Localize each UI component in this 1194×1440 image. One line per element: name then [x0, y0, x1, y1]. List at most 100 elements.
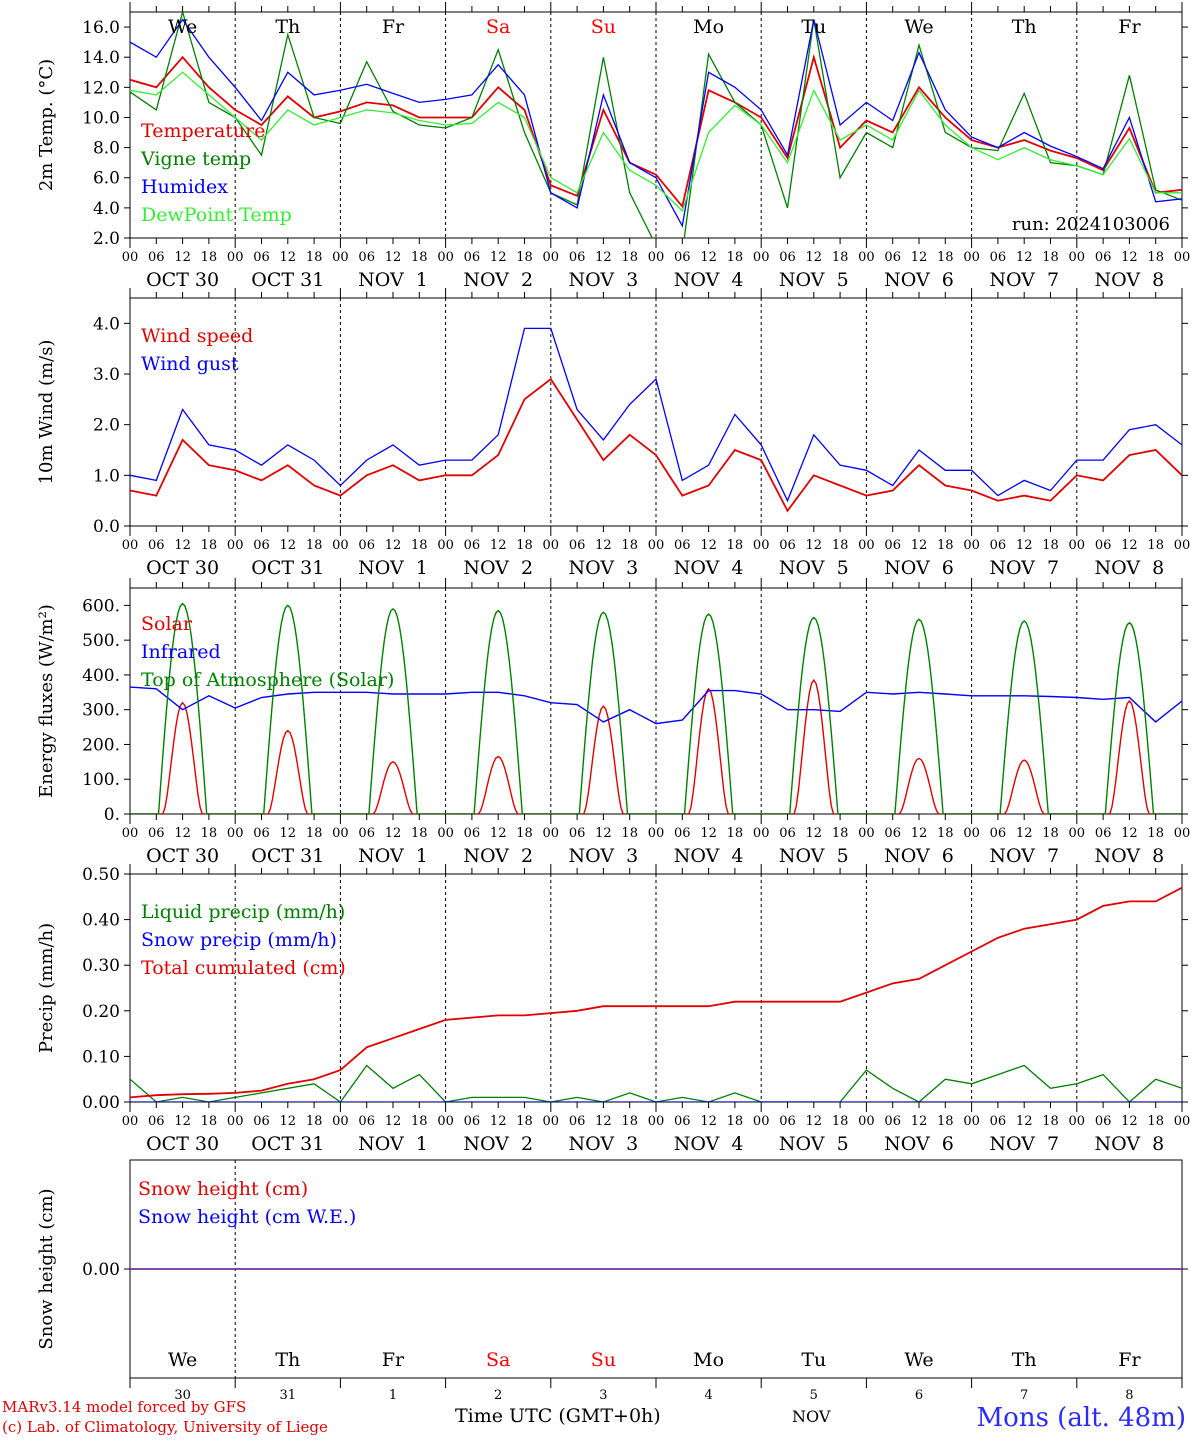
y-axis-label: Energy fluxes (W/m²) — [36, 604, 57, 798]
hour-tick-label: 12 — [490, 250, 507, 265]
hour-tick-label: 06 — [674, 826, 691, 841]
hour-tick-label: 06 — [569, 826, 586, 841]
hour-tick-label: 06 — [990, 826, 1007, 841]
date-label: NOV 1 — [358, 845, 428, 867]
hour-tick-label: 00 — [543, 1114, 560, 1129]
y-tick-label: 0.0 — [93, 517, 120, 537]
date-label: OCT 31 — [251, 557, 324, 579]
hour-tick-label: 12 — [700, 538, 717, 553]
date-label: NOV 5 — [779, 557, 849, 579]
hour-tick-label: 18 — [727, 826, 744, 841]
hour-tick-label: 00 — [1174, 250, 1191, 265]
hour-tick-label: 06 — [464, 826, 481, 841]
hour-tick-label: 00 — [648, 538, 665, 553]
hour-tick-label: 00 — [963, 826, 980, 841]
day-number-label: 8 — [1125, 1388, 1133, 1403]
y-tick-label: 200. — [82, 735, 120, 755]
date-label: NOV 8 — [1095, 845, 1165, 867]
hour-tick-label: 00 — [437, 826, 454, 841]
hour-tick-label: 00 — [1174, 826, 1191, 841]
weekday-label: Fr — [1118, 16, 1141, 38]
series-line — [130, 53, 1182, 209]
date-label: OCT 30 — [146, 269, 219, 291]
legend-entry: Total cumulated (cm) — [141, 957, 346, 979]
hour-tick-label: 12 — [385, 826, 402, 841]
weekday-label: Tu — [801, 16, 826, 38]
hour-tick-label: 06 — [674, 1114, 691, 1129]
hour-tick-label: 18 — [516, 826, 533, 841]
hour-tick-label: 06 — [990, 1114, 1007, 1129]
y-axis-label: 10m Wind (m/s) — [36, 340, 57, 485]
hour-tick-label: 00 — [437, 538, 454, 553]
y-tick-label: 4.0 — [93, 314, 120, 334]
hour-tick-label: 06 — [148, 1114, 165, 1129]
hour-tick-label: 06 — [674, 250, 691, 265]
hour-tick-label: 12 — [1016, 538, 1033, 553]
hour-tick-label: 12 — [911, 1114, 928, 1129]
hour-tick-label: 00 — [1174, 1114, 1191, 1129]
hour-tick-label: 18 — [411, 1114, 428, 1129]
date-label: NOV 8 — [1095, 557, 1165, 579]
hour-tick-label: 18 — [201, 250, 218, 265]
hour-tick-label: 00 — [437, 250, 454, 265]
hour-tick-label: 00 — [227, 250, 244, 265]
hour-tick-label: 06 — [779, 1114, 796, 1129]
date-label: NOV 8 — [1095, 1133, 1165, 1155]
hour-tick-label: 00 — [858, 826, 875, 841]
hour-tick-label: 00 — [122, 1114, 139, 1129]
series-line — [130, 71, 1182, 213]
date-label: NOV 6 — [884, 557, 954, 579]
hour-tick-label: 18 — [937, 250, 954, 265]
hour-tick-label: 00 — [753, 826, 770, 841]
weekday-label: Sa — [486, 16, 510, 38]
hour-tick-label: 12 — [1121, 1114, 1138, 1129]
hour-tick-label: 18 — [621, 538, 638, 553]
hour-tick-label: 06 — [990, 538, 1007, 553]
date-label: OCT 30 — [146, 1133, 219, 1155]
hour-tick-label: 12 — [385, 250, 402, 265]
hour-tick-label: 06 — [148, 538, 165, 553]
y-tick-label: 12.0 — [82, 78, 120, 98]
y-tick-label: 6.0 — [93, 169, 120, 189]
hour-tick-label: 06 — [674, 538, 691, 553]
date-label: OCT 30 — [146, 557, 219, 579]
hour-tick-label: 18 — [201, 538, 218, 553]
hour-tick-label: 18 — [201, 826, 218, 841]
hour-tick-label: 00 — [1069, 538, 1086, 553]
date-label: NOV 1 — [358, 1133, 428, 1155]
hour-tick-label: 06 — [884, 538, 901, 553]
hour-tick-label: 06 — [358, 250, 375, 265]
hour-tick-label: 18 — [1147, 1114, 1164, 1129]
hour-tick-label: 00 — [227, 826, 244, 841]
hour-tick-label: 18 — [306, 826, 323, 841]
hour-tick-label: 12 — [700, 826, 717, 841]
weekday-label: We — [168, 1349, 197, 1371]
day-number-label: 31 — [280, 1388, 297, 1403]
hour-tick-label: 18 — [411, 538, 428, 553]
hour-tick-label: 06 — [358, 538, 375, 553]
hour-tick-label: 18 — [832, 1114, 849, 1129]
hour-tick-label: 12 — [595, 250, 612, 265]
hour-tick-label: 18 — [1042, 250, 1059, 265]
y-tick-label: 0.00 — [82, 1093, 120, 1113]
date-label: NOV 2 — [463, 845, 533, 867]
y-axis-label: Precip (mm/h) — [36, 923, 57, 1053]
hour-tick-label: 00 — [332, 250, 349, 265]
hour-tick-label: 12 — [1016, 1114, 1033, 1129]
date-label: NOV 4 — [674, 1133, 744, 1155]
date-label: NOV 2 — [463, 269, 533, 291]
y-tick-label: 2.0 — [93, 229, 120, 249]
day-number-label: 3 — [599, 1388, 607, 1403]
hour-tick-label: 06 — [148, 826, 165, 841]
y-tick-label: 3.0 — [93, 365, 120, 385]
y-tick-label: 16.0 — [82, 18, 120, 38]
y-tick-label: 0.40 — [82, 911, 120, 931]
hour-tick-label: 00 — [858, 538, 875, 553]
hour-tick-label: 12 — [1121, 250, 1138, 265]
hour-tick-label: 06 — [884, 250, 901, 265]
legend-entry: Vigne temp — [140, 148, 251, 170]
hour-tick-label: 12 — [911, 250, 928, 265]
day-number-label: 30 — [174, 1388, 191, 1403]
hour-tick-label: 06 — [464, 1114, 481, 1129]
